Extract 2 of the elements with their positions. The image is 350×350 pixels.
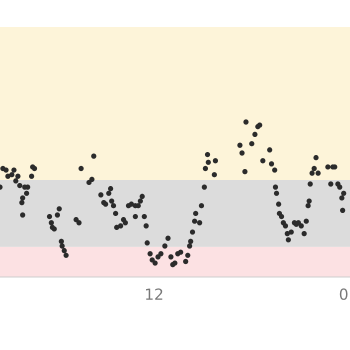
x-tick-label: 0 [340, 288, 348, 300]
x-tick-label: 12 [146, 288, 162, 300]
